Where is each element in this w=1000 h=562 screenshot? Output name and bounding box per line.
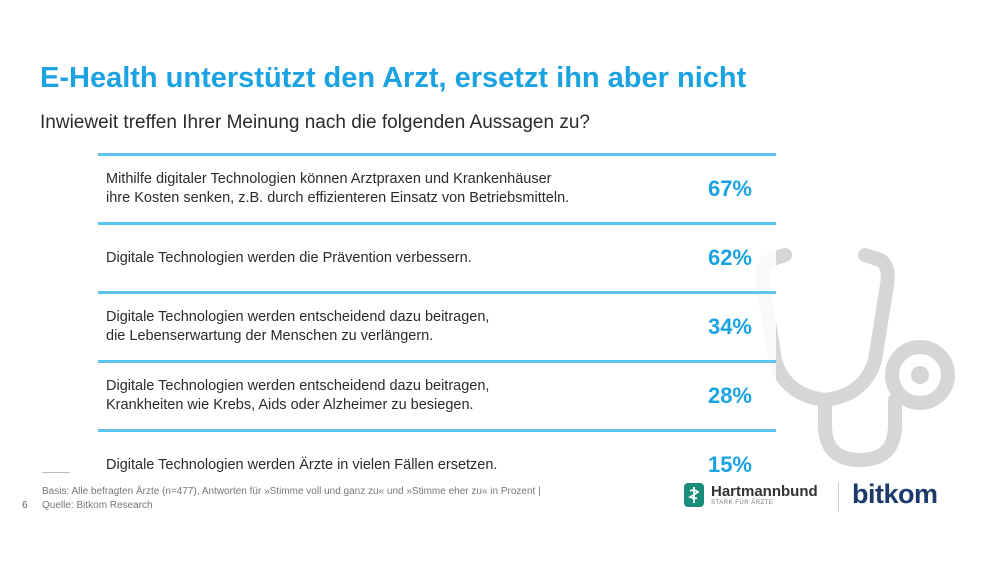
survey-table: Mithilfe digitaler Technologien können A… — [98, 153, 776, 498]
page-subtitle: Inwieweit treffen Ihrer Meinung nach die… — [40, 112, 590, 133]
hartmannbund-logo-icon — [684, 483, 704, 507]
table-row: Mithilfe digitaler Technologien können A… — [98, 153, 776, 222]
statement-label: Digitale Technologien werden entscheiden… — [106, 309, 490, 344]
hartmannbund-name: Hartmannbund — [711, 483, 818, 500]
percentage-value: 34% — [707, 314, 752, 339]
percentage-value: 28% — [707, 383, 752, 408]
statement-label: Digitale Technologien werden Ärzte in vi… — [106, 456, 498, 473]
stethoscope-icon — [755, 248, 955, 467]
logo-separator — [838, 482, 839, 512]
page-title: E-Health unterstützt den Arzt, ersetzt i… — [40, 62, 747, 94]
statement-label: Digitale Technologien werden entscheiden… — [106, 378, 490, 413]
hartmannbund-logo: Hartmannbund STARK FÜR ÄRZTE — [683, 482, 818, 508]
percentage-value: 62% — [707, 245, 752, 270]
statement-label: Digitale Technologien werden die Prävent… — [106, 249, 472, 266]
hartmannbund-tagline: STARK FÜR ÄRZTE — [711, 500, 774, 506]
percentage-value: 67% — [707, 176, 752, 201]
page-number: 6 — [22, 500, 28, 511]
footnote-divider — [42, 472, 70, 473]
footnote: Basis: Alle befragten Ärzte (n=477), Ant… — [42, 486, 541, 511]
percentage-value: 15% — [707, 452, 752, 477]
table-row: Digitale Technologien werden entscheiden… — [98, 360, 776, 429]
table-row: Digitale Technologien werden die Prävent… — [98, 222, 776, 291]
table-row: Digitale Technologien werden entscheiden… — [98, 291, 776, 360]
table-row: Digitale Technologien werden Ärzte in vi… — [98, 429, 776, 498]
statement-label: Mithilfe digitaler Technologien können A… — [106, 171, 570, 206]
bitkom-logo: bitkom — [852, 479, 938, 509]
